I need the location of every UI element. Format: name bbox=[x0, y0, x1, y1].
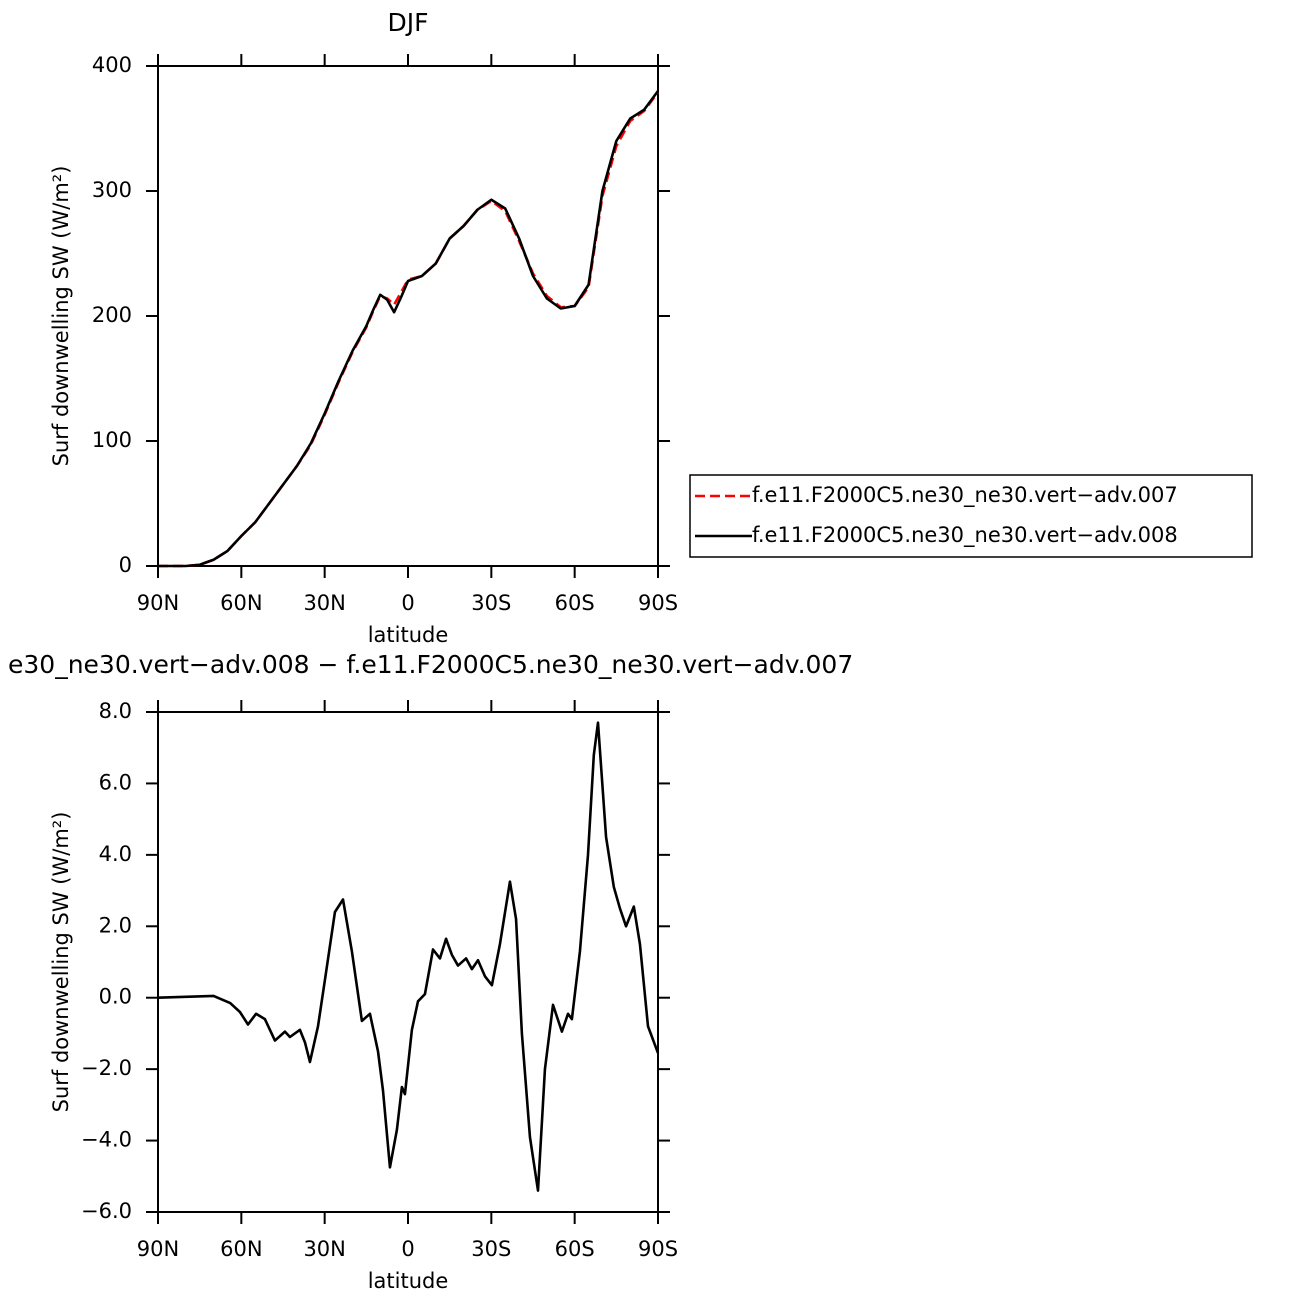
x-tick-label: 0 bbox=[401, 591, 414, 615]
data-line bbox=[158, 90, 660, 568]
x-tick-label: 90S bbox=[638, 1237, 678, 1261]
y-tick-label: 2.0 bbox=[99, 913, 132, 937]
data-line bbox=[157, 721, 660, 1192]
x-tick-label: 60S bbox=[555, 591, 595, 615]
x-axis-label: latitude bbox=[368, 623, 449, 647]
y-axis-label: Surf downwelling SW (W/m²) bbox=[49, 166, 73, 467]
chart-title: DJF bbox=[387, 8, 428, 37]
y-tick-label: −4.0 bbox=[81, 1128, 132, 1152]
y-tick-label: 6.0 bbox=[99, 770, 132, 794]
y-tick-label: 0 bbox=[119, 553, 132, 577]
x-tick-label: 60S bbox=[555, 1237, 595, 1261]
x-tick-label: 90N bbox=[137, 591, 179, 615]
x-tick-label: 30N bbox=[303, 591, 345, 615]
x-tick-label: 30N bbox=[303, 1237, 345, 1261]
y-tick-label: 300 bbox=[92, 178, 132, 202]
y-tick-label: 100 bbox=[92, 428, 132, 452]
x-axis-label: latitude bbox=[368, 1269, 449, 1293]
y-tick-label: 4.0 bbox=[99, 842, 132, 866]
x-tick-label: 60N bbox=[220, 1237, 262, 1261]
legend-label: f.e11.F2000C5.ne30_ne30.vert−adv.008 bbox=[752, 523, 1178, 548]
x-tick-label: 30S bbox=[471, 1237, 511, 1261]
x-tick-label: 90S bbox=[638, 591, 678, 615]
x-tick-label: 60N bbox=[220, 591, 262, 615]
chart-title: e30_ne30.vert−adv.008 − f.e11.F2000C5.ne… bbox=[8, 650, 853, 679]
y-tick-label: 200 bbox=[92, 303, 132, 327]
y-axis-label: Surf downwelling SW (W/m²) bbox=[49, 812, 73, 1113]
x-tick-label: 0 bbox=[401, 1237, 414, 1261]
y-tick-label: 400 bbox=[92, 53, 132, 77]
y-tick-label: −2.0 bbox=[81, 1056, 132, 1080]
y-tick-label: −6.0 bbox=[81, 1199, 132, 1223]
data-line bbox=[158, 91, 660, 568]
legend-label: f.e11.F2000C5.ne30_ne30.vert−adv.007 bbox=[752, 483, 1178, 508]
y-tick-label: 8.0 bbox=[99, 699, 132, 723]
y-tick-label: 0.0 bbox=[99, 985, 132, 1009]
legend-box bbox=[689, 474, 1253, 558]
x-tick-label: 30S bbox=[471, 591, 511, 615]
x-tick-label: 90N bbox=[137, 1237, 179, 1261]
